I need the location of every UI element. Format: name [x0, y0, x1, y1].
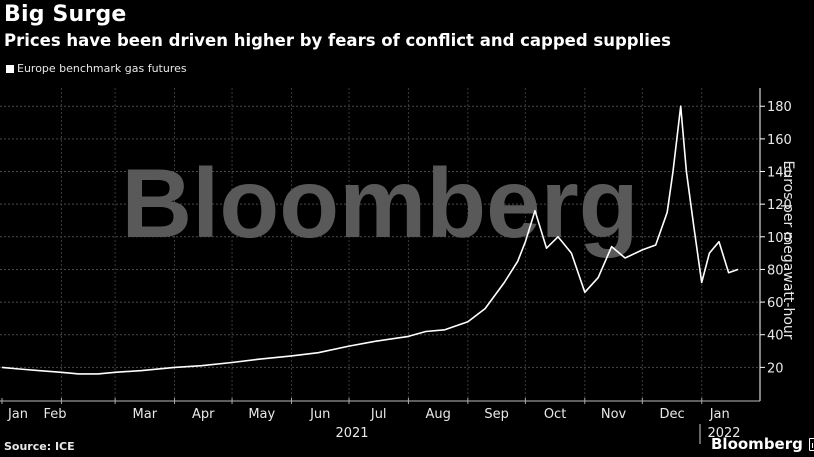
y-ticks: 20 40 60 80 100 120 140 160 180 [760, 100, 792, 376]
legend-label: Europe benchmark gas futures [17, 62, 187, 75]
y-tick-label: 180 [767, 100, 792, 115]
y-tick-label: 80 [767, 263, 784, 278]
year-label-2021: 2021 [335, 426, 368, 441]
year-label-2022: 2022 [707, 426, 740, 441]
x-tick-label: Sep [484, 407, 509, 422]
chart-title: Big Surge [4, 2, 127, 27]
x-tick-label: Nov [601, 407, 627, 422]
y-tick-label: 20 [767, 361, 784, 376]
gridlines [0, 88, 760, 401]
x-tick-label: Jan [7, 407, 28, 422]
chart-icon [808, 437, 814, 451]
x-tick-label: Feb [43, 407, 66, 422]
source-label: Source: ICE [4, 440, 75, 453]
legend: Europe benchmark gas futures [6, 62, 187, 75]
y-tick-label: 100 [767, 231, 792, 246]
series-line [1, 105, 739, 375]
y-tick-label: 140 [767, 166, 792, 181]
x-ticks: Jan Feb Mar Apr May Jun Jul Aug Sep Oct Nov Dec Jan 2… [1, 398, 741, 441]
y-tick-label: 160 [767, 133, 792, 148]
legend-swatch-icon [6, 64, 14, 73]
x-tick-label: Apr [192, 407, 215, 422]
y-tick-label: 60 [767, 296, 784, 311]
x-tick-label: Mar [133, 407, 158, 422]
x-tick-label: Jul [370, 407, 387, 422]
watermark: Bloomberg [121, 148, 638, 258]
y-tick-label: 40 [767, 329, 784, 344]
x-tick-label: Aug [425, 407, 450, 422]
x-tick-label: Jan [709, 407, 730, 422]
x-tick-label: Jun [309, 407, 330, 422]
y-axis-label: Euros per megawatt-hour [780, 160, 796, 340]
x-tick-label: Oct [544, 407, 566, 422]
y-tick-label: 120 [767, 198, 792, 213]
x-tick-label: Dec [659, 407, 684, 422]
chart-subtitle: Prices have been driven higher by fears … [4, 31, 671, 50]
x-tick-label: May [248, 407, 275, 422]
brand-label: Bloomberg [711, 435, 803, 453]
bloomberg-brand: Bloomberg [711, 435, 814, 453]
